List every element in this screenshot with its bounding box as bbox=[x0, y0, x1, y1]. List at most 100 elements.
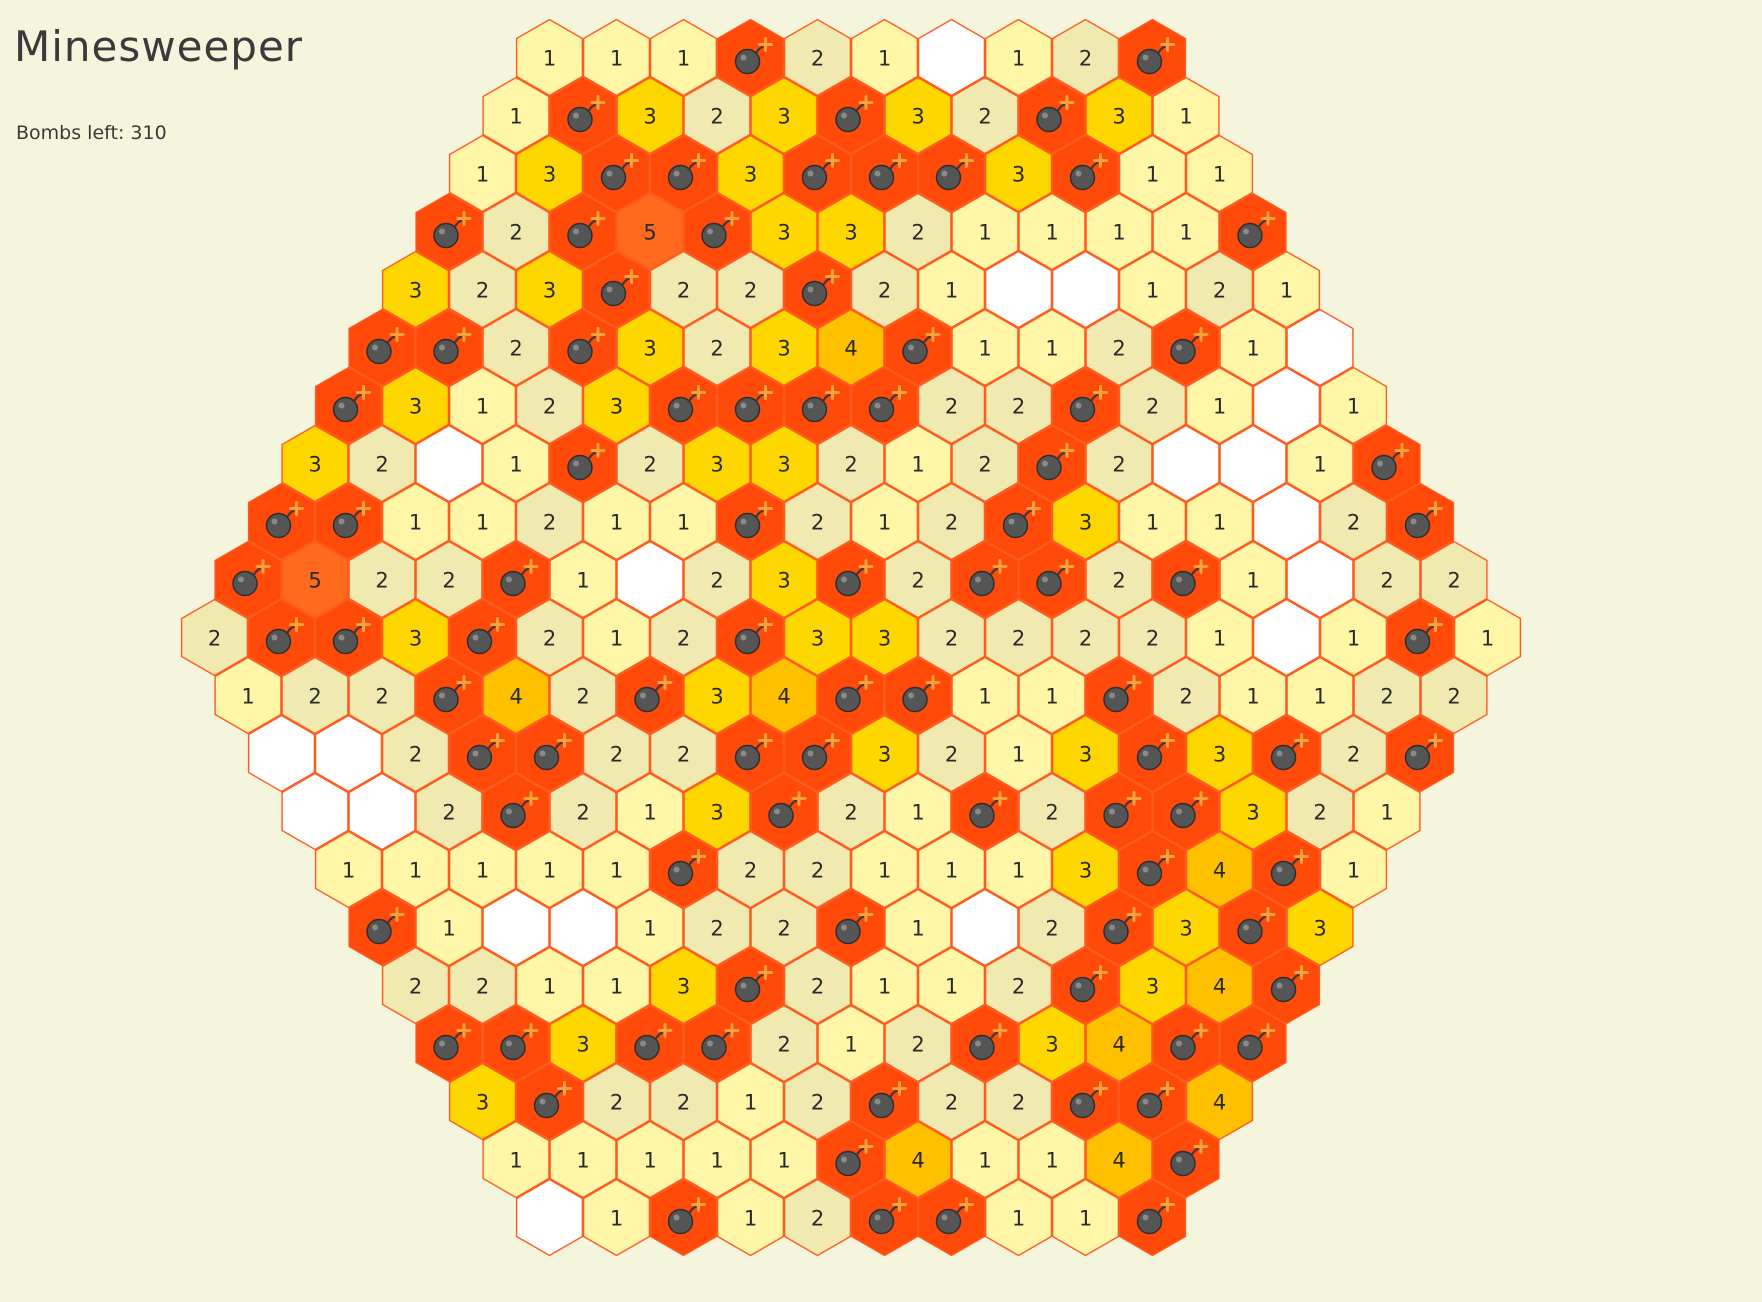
hex-cell-number[interactable]: 1 bbox=[850, 18, 919, 97]
hex-cell-number[interactable]: 1 bbox=[1286, 656, 1354, 735]
hex-cell-mine[interactable] bbox=[1118, 18, 1187, 97]
hex-cell-number[interactable]: 1 bbox=[917, 250, 986, 329]
hex-cell-mine[interactable] bbox=[1051, 134, 1120, 213]
hex-cell-number[interactable]: 3 bbox=[750, 424, 818, 503]
hex-cell-number[interactable]: 2 bbox=[180, 598, 249, 677]
hex-cell-number[interactable]: 1 bbox=[1219, 308, 1287, 387]
hex-cell-mine[interactable] bbox=[951, 1004, 1019, 1083]
hex-cell-number[interactable]: 2 bbox=[783, 1178, 852, 1257]
hex-cell-number[interactable]: 3 bbox=[381, 598, 450, 677]
hex-cell-number[interactable]: 1 bbox=[448, 482, 517, 561]
hex-cell-mine[interactable] bbox=[1051, 366, 1120, 445]
hex-cell-number[interactable]: 2 bbox=[817, 772, 885, 851]
hex-cell-mine[interactable] bbox=[616, 656, 684, 735]
hex-cell-mine[interactable] bbox=[1353, 424, 1421, 503]
hex-cell-empty[interactable] bbox=[415, 424, 483, 503]
hex-cell-mine[interactable] bbox=[482, 772, 550, 851]
hex-cell-number[interactable]: 1 bbox=[951, 192, 1019, 271]
hex-cell-mine[interactable] bbox=[214, 540, 282, 619]
hex-cell-mine[interactable] bbox=[1219, 888, 1287, 967]
hex-cell-number[interactable]: 2 bbox=[582, 714, 651, 793]
hex-cell-number[interactable]: 2 bbox=[1051, 598, 1120, 677]
hex-cell-number[interactable]: 3 bbox=[448, 1062, 517, 1141]
hex-cell-number[interactable]: 2 bbox=[917, 1062, 986, 1141]
hex-cell-mine[interactable] bbox=[716, 18, 785, 97]
hex-cell-mine[interactable] bbox=[1219, 192, 1287, 271]
hex-cell-number[interactable]: 3 bbox=[381, 250, 450, 329]
hex-cell-number[interactable]: 2 bbox=[917, 482, 986, 561]
hex-cell-number[interactable]: 2 bbox=[783, 1062, 852, 1141]
hex-cell-number[interactable]: 1 bbox=[1286, 424, 1354, 503]
hex-cell-number[interactable]: 2 bbox=[281, 656, 349, 735]
hex-cell-number[interactable]: 2 bbox=[549, 656, 617, 735]
hex-cell-number[interactable]: 1 bbox=[1219, 656, 1287, 735]
hex-cell-number[interactable]: 2 bbox=[1319, 482, 1388, 561]
hex-cell-mine[interactable] bbox=[1051, 946, 1120, 1025]
hex-cell-number[interactable]: 3 bbox=[1051, 714, 1120, 793]
hex-cell-number[interactable]: 1 bbox=[515, 830, 584, 909]
hex-cell-number[interactable]: 2 bbox=[1118, 366, 1187, 445]
hex-cell-empty[interactable] bbox=[1152, 424, 1220, 503]
hex-cell-number[interactable]: 1 bbox=[616, 1120, 684, 1199]
hex-cell-number[interactable]: 2 bbox=[649, 598, 718, 677]
hex-cell-mine[interactable] bbox=[1118, 1178, 1187, 1257]
hex-cell-number[interactable]: 3 bbox=[1085, 76, 1153, 155]
hex-cell-number[interactable]: 1 bbox=[850, 830, 919, 909]
hex-cell-number[interactable]: 4 bbox=[1085, 1004, 1153, 1083]
hex-cell-number[interactable]: 1 bbox=[582, 18, 651, 97]
hex-cell-number[interactable]: 2 bbox=[649, 1062, 718, 1141]
hex-cell-mine[interactable] bbox=[1152, 540, 1220, 619]
hex-cell-number[interactable]: 3 bbox=[1051, 482, 1120, 561]
hex-cell-mine[interactable] bbox=[649, 366, 718, 445]
hex-cell-number[interactable]: 1 bbox=[817, 1004, 885, 1083]
hex-cell-number[interactable]: 2 bbox=[381, 946, 450, 1025]
hex-cell-number[interactable]: 2 bbox=[348, 656, 416, 735]
hex-cell-mine[interactable] bbox=[1152, 308, 1220, 387]
hex-cell-mine[interactable] bbox=[247, 598, 316, 677]
hex-cell-number[interactable]: 1 bbox=[1051, 1178, 1120, 1257]
hex-cell-number[interactable]: 2 bbox=[917, 598, 986, 677]
hex-cell-number[interactable]: 1 bbox=[1185, 134, 1254, 213]
hex-cell-number[interactable]: 2 bbox=[716, 830, 785, 909]
hex-cell-number[interactable]: 1 bbox=[1018, 656, 1086, 735]
hex-cell-number[interactable]: 1 bbox=[649, 18, 718, 97]
hex-cell-mine[interactable] bbox=[582, 134, 651, 213]
hex-cell-number[interactable]: 3 bbox=[515, 250, 584, 329]
hex-cell-number[interactable]: 1 bbox=[984, 18, 1053, 97]
hex-cell-mine[interactable] bbox=[247, 482, 316, 561]
hex-cell-empty[interactable] bbox=[1286, 308, 1354, 387]
hex-cell-empty[interactable] bbox=[281, 772, 349, 851]
hex-cell-mine[interactable] bbox=[1085, 888, 1153, 967]
hex-cell-number[interactable]: 1 bbox=[415, 888, 483, 967]
hex-cell-number[interactable]: 2 bbox=[415, 540, 483, 619]
hex-cell-number[interactable]: 1 bbox=[951, 308, 1019, 387]
hex-cell-number[interactable]: 3 bbox=[649, 946, 718, 1025]
hex-cell-mine[interactable] bbox=[716, 482, 785, 561]
hex-cell-number[interactable]: 2 bbox=[884, 192, 952, 271]
hex-cell-number[interactable]: 2 bbox=[515, 482, 584, 561]
hex-cell-number[interactable]: 2 bbox=[984, 598, 1053, 677]
hex-cell-number[interactable]: 1 bbox=[1085, 192, 1153, 271]
hex-cell-number[interactable]: 1 bbox=[951, 1120, 1019, 1199]
hex-cell-number[interactable]: 2 bbox=[1018, 772, 1086, 851]
hex-cell-mine[interactable] bbox=[515, 714, 584, 793]
hex-cell-mine[interactable] bbox=[549, 192, 617, 271]
hex-cell-mine[interactable] bbox=[549, 76, 617, 155]
hex-cell-number[interactable]: 2 bbox=[683, 308, 751, 387]
hex-cell-number[interactable]: 2 bbox=[850, 250, 919, 329]
hex-cell-number[interactable]: 2 bbox=[381, 714, 450, 793]
hex-cell-number[interactable]: 4 bbox=[817, 308, 885, 387]
hex-cell-number[interactable]: 1 bbox=[850, 482, 919, 561]
hex-cell-number[interactable]: 2 bbox=[549, 772, 617, 851]
hex-cell-mine[interactable] bbox=[1252, 946, 1321, 1025]
hex-cell-mine[interactable] bbox=[951, 772, 1019, 851]
hex-cell-number[interactable]: 2 bbox=[750, 888, 818, 967]
hex-cell-empty[interactable] bbox=[549, 888, 617, 967]
hex-cell-number[interactable]: 1 bbox=[1319, 598, 1388, 677]
hex-cell-number[interactable]: 3 bbox=[750, 192, 818, 271]
hex-cell-mine[interactable] bbox=[850, 366, 919, 445]
hex-cell-number[interactable]: 3 bbox=[1018, 1004, 1086, 1083]
hex-cell-number[interactable]: 1 bbox=[1018, 308, 1086, 387]
hex-cell-number[interactable]: 1 bbox=[314, 830, 383, 909]
hex-cell-mine[interactable] bbox=[1085, 656, 1153, 735]
